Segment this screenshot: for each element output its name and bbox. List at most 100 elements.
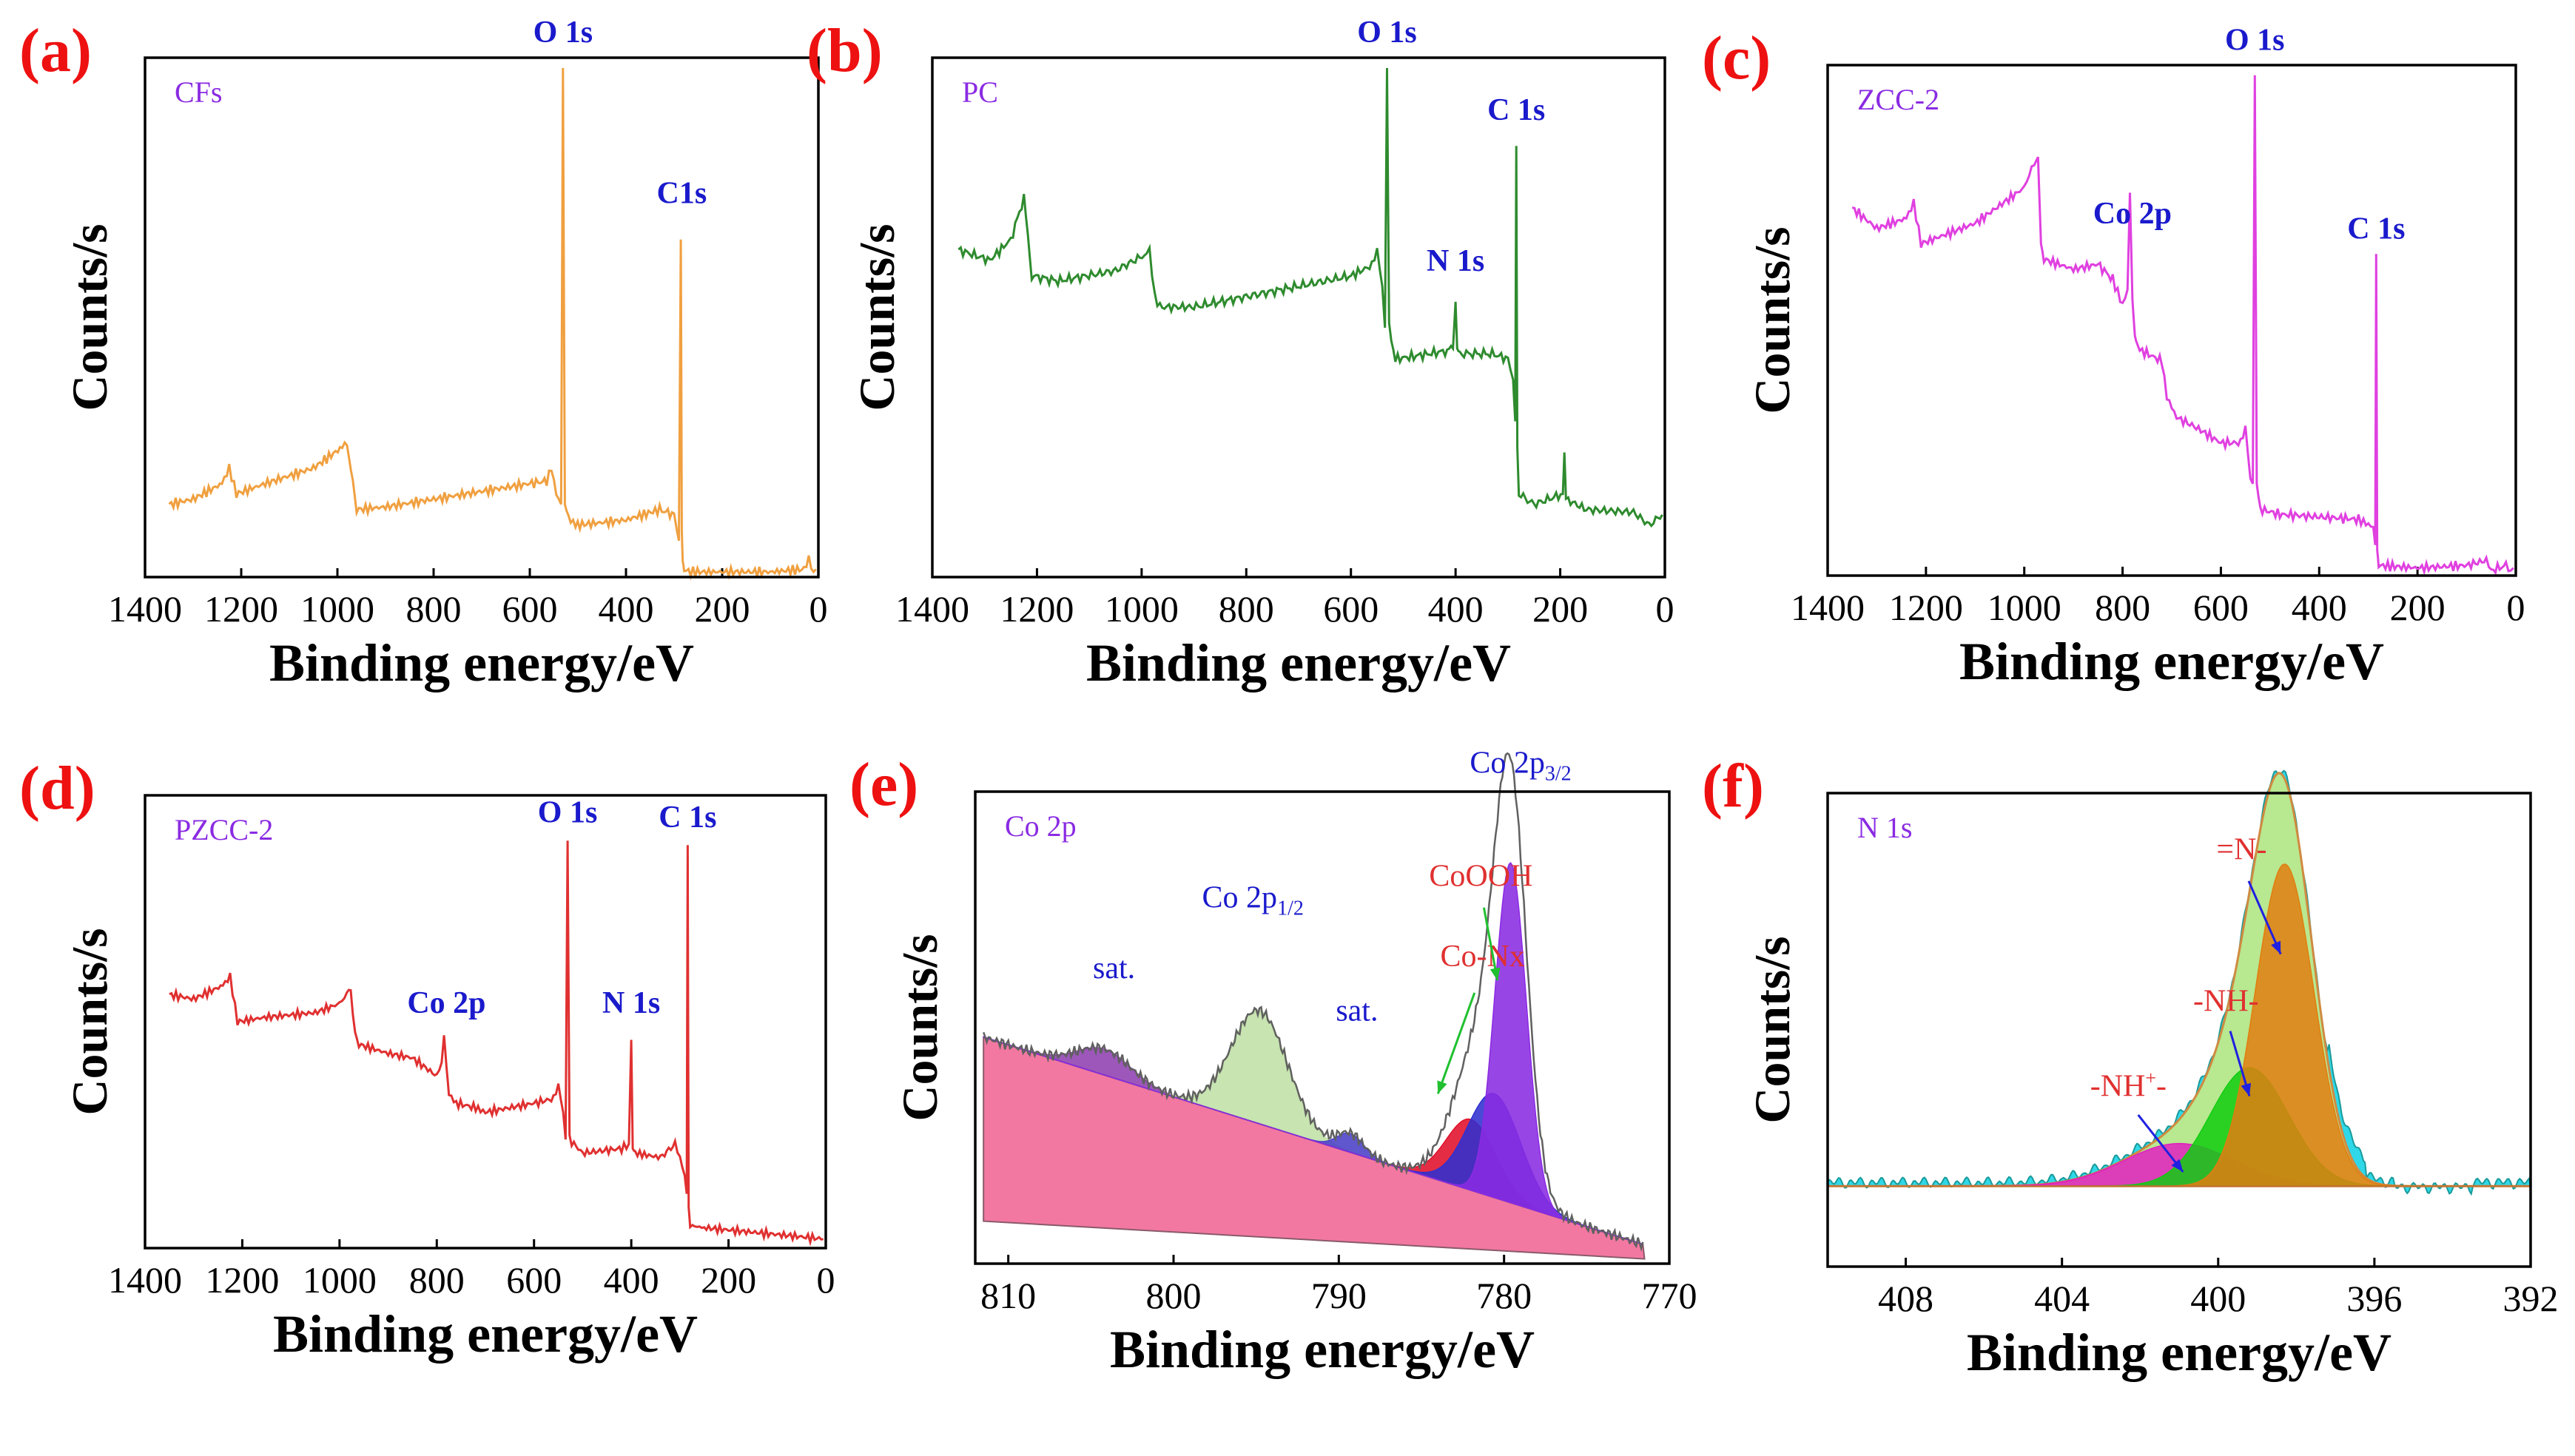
x-axis-label: Binding energy/eV [269,633,694,692]
panel-label: (d) [19,754,95,823]
x-tick-label: 790 [1311,1275,1367,1316]
panel-label: (f) [1702,752,1764,820]
x-tick-label: 400 [604,1259,659,1301]
x-tick-label: 800 [1146,1275,1202,1316]
annotation-arrowhead [2171,1159,2184,1172]
spectrum-line-CFs [168,67,817,581]
peak-annotation: CoOOH [1429,860,1532,894]
x-tick-label: 780 [1476,1275,1532,1316]
fit-envelope [1828,772,2531,1187]
x-tick-label: 200 [1532,588,1588,630]
x-tick-label: 600 [502,588,558,630]
x-tick-label: 400 [2190,1278,2246,1319]
sample-label: PC [962,75,998,109]
panel-5: (f) N 1s Counts/s Binding energy/eV 408 404 40… [1702,752,2559,1382]
x-tick-label: 400 [599,588,654,630]
panel-1: (b) PC Counts/s Binding energy/eV 1400 1200 10… [807,16,1674,692]
spectrum-line-ZCC-2 [1851,75,2514,576]
x-tick-label: 396 [2346,1278,2402,1319]
y-axis-label: Counts/s [61,223,118,411]
peak-annotation: C 1s [1487,93,1545,127]
y-axis-label: Counts/s [849,223,905,411]
sample-label: N 1s [1857,811,1912,844]
annotation-arrow [1436,992,1476,1094]
peak-annotation: N 1s [602,986,660,1020]
x-tick-label: 800 [406,588,462,630]
y-axis-label: Counts/s [1744,226,1800,414]
peak-annotation: =N- [2216,833,2266,867]
peak-annotation: Co 2p [407,986,485,1020]
x-tick-label: 810 [980,1275,1036,1316]
x-tick-label: 1000 [303,1259,377,1301]
annotation-arrowhead [2271,940,2281,954]
peak-annotation: C 1s [659,801,716,835]
spectrum-line-PC [957,67,1663,528]
plot-frame [1826,64,2517,577]
x-tick-label: 1200 [1889,587,1963,628]
peak-annotation: N 1s [1427,244,1484,278]
x-tick-label: 1000 [1987,587,2061,628]
annotation-arrowhead [2241,1082,2252,1096]
plot-frame [144,794,827,1250]
x-tick-label: 200 [695,588,750,630]
x-axis-label: Binding energy/eV [1086,633,1511,692]
x-tick-label: 770 [1642,1275,1697,1316]
annotation-arrowhead [1437,1080,1447,1094]
y-axis-label: Counts/s [892,934,948,1121]
peak-annotation: O 1s [533,16,593,50]
panel-0: (a) CFs Counts/s Binding energy/eV 1400 1200 1… [19,16,828,692]
raw-spectrum [983,752,1644,1253]
x-tick-label: 600 [1323,588,1379,630]
peak-annotation: -NH+- [2090,1068,2167,1104]
plot-frame [1826,792,2532,1268]
peak-annotation: sat. [1093,951,1135,985]
panel-2: (c) ZCC-2 Counts/s Binding energy/eV 1400 120… [1702,23,2525,691]
peak-annotation: O 1s [1357,16,1417,50]
peak-annotation: Co 2p1/2 [1202,880,1304,920]
panel-label: (a) [19,16,92,85]
panel-label: (b) [807,16,883,85]
sample-label: CFs [175,75,223,109]
x-tick-label: 1000 [1105,588,1179,630]
x-tick-label: 400 [2292,587,2347,628]
x-axis-label: Binding energy/eV [1959,632,2384,691]
y-axis-label: Counts/s [1744,936,1800,1123]
x-tick-label: 1400 [108,588,182,630]
x-axis-label: Binding energy/eV [273,1304,698,1364]
y-axis-label: Counts/s [61,928,118,1115]
x-tick-label: 0 [2507,587,2525,628]
panel-label: (e) [849,750,918,819]
x-tick-label: 1000 [300,588,374,630]
peak-annotation: Co 2p [2093,197,2172,231]
annotation-arrow [1482,907,1499,981]
x-tick-label: 0 [817,1259,835,1301]
peak-annotation: -NH- [2193,984,2259,1018]
x-tick-label: 408 [1878,1278,1933,1319]
x-tick-label: 1400 [108,1259,182,1301]
peak-annotation: O 1s [2225,23,2285,57]
spectrum-line-PZCC-2 [169,840,824,1247]
sample-label: ZCC-2 [1857,83,1939,116]
x-tick-label: 1400 [895,588,969,630]
annotation-arrow [2247,880,2282,955]
x-tick-label: 1400 [1791,587,1865,628]
peak-annotation: sat. [1336,994,1378,1028]
panel-3: (d) PZCC-2 Counts/s Binding energy/eV 1400 12… [19,754,835,1364]
x-tick-label: 0 [809,588,828,630]
annotation-arrowhead [1490,967,1501,981]
x-tick-label: 1200 [1000,588,1074,630]
sample-label: PZCC-2 [175,813,273,846]
x-tick-label: 600 [506,1259,562,1301]
peak-annotation: O 1s [538,796,598,830]
plot-frame [144,56,820,579]
peak-annotation: Co 2p3/2 [1470,746,1571,785]
x-axis-label: Binding energy/eV [1110,1320,1535,1379]
x-tick-label: 1200 [204,588,278,630]
peak-annotation: Co-Nx [1440,940,1524,974]
plot-frame [974,790,1671,1265]
x-tick-label: 1200 [205,1259,279,1301]
peak-annotation: C 1s [2347,212,2405,246]
x-tick-label: 800 [1219,588,1274,630]
